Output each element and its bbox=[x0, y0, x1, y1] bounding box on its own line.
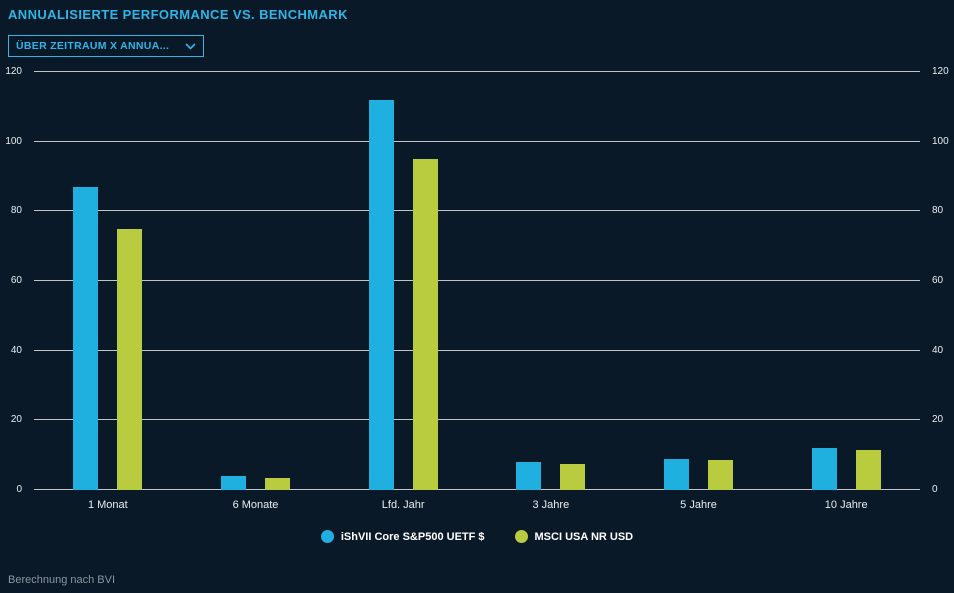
x-axis-label: Lfd. Jahr bbox=[381, 499, 425, 511]
timeframe-dropdown-value: ÜBER ZEITRAUM X ANNUA... bbox=[16, 40, 170, 52]
page-title: ANNUALISIERTE PERFORMANCE VS. BENCHMARK bbox=[8, 7, 348, 22]
y-tick-label: 40 bbox=[932, 344, 944, 356]
gridline bbox=[34, 349, 920, 351]
bar-group: 10 Jahre bbox=[772, 72, 920, 511]
y-axis-right: 0 20 40 60 80 100 120 bbox=[924, 66, 954, 495]
bar-group: 5 Jahre bbox=[625, 72, 773, 511]
timeframe-dropdown[interactable]: ÜBER ZEITRAUM X ANNUA... bbox=[8, 35, 204, 57]
legend: iShVII Core S&P500 UETF $ MSCI USA NR USD bbox=[0, 530, 954, 543]
y-tick-label: 60 bbox=[932, 275, 944, 286]
y-tick-label: 120 bbox=[5, 66, 22, 77]
bar bbox=[73, 186, 99, 490]
chevron-down-icon bbox=[185, 42, 196, 50]
x-axis-label: 6 Monate bbox=[232, 499, 279, 511]
x-axis-label: 3 Jahre bbox=[532, 499, 570, 511]
footer-note: Berechnung nach BVI bbox=[8, 574, 116, 586]
x-axis-label: 10 Jahre bbox=[824, 499, 868, 511]
gridline bbox=[34, 140, 920, 142]
y-tick-label: 0 bbox=[932, 484, 938, 495]
y-tick-label: 0 bbox=[16, 484, 22, 495]
bar-group: 1 Monat bbox=[34, 72, 182, 511]
legend-marker-icon bbox=[514, 530, 528, 543]
bar bbox=[664, 458, 690, 490]
y-tick-label: 100 bbox=[932, 135, 949, 147]
gridline bbox=[34, 71, 920, 72]
bar-groups: 1 Monat 6 Monate Lfd. Jahr 3 Jahre 5 Jahre 10… bbox=[34, 72, 920, 511]
bar-group: 3 Jahre bbox=[477, 72, 625, 511]
bar bbox=[265, 477, 290, 490]
y-tick-label: 80 bbox=[10, 205, 22, 217]
gridline bbox=[34, 280, 920, 281]
bar bbox=[368, 99, 394, 490]
y-tick-label: 40 bbox=[10, 344, 22, 356]
bar-group: Lfd. Jahr bbox=[329, 72, 477, 511]
legend-label: iShVII Core S&P500 UETF $ bbox=[340, 530, 485, 543]
y-axis-left: 0 20 40 60 80 100 120 bbox=[0, 66, 30, 495]
bar bbox=[855, 449, 881, 490]
gridline bbox=[34, 210, 920, 212]
legend-marker-icon bbox=[320, 530, 334, 543]
bar bbox=[412, 159, 438, 490]
x-axis-label: 5 Jahre bbox=[680, 499, 717, 511]
y-tick-label: 120 bbox=[932, 66, 949, 77]
legend-item[interactable]: iShVII Core S&P500 UETF $ bbox=[320, 530, 485, 543]
x-axis-label: 1 Monat bbox=[87, 499, 128, 511]
y-tick-label: 20 bbox=[932, 414, 944, 426]
bar bbox=[708, 460, 734, 490]
y-tick-label: 20 bbox=[10, 414, 22, 426]
bar bbox=[516, 462, 542, 490]
bar bbox=[560, 463, 586, 490]
bar-chart: 0 20 40 60 80 100 120 1 Monat 6 Monate Lfd. Jahr… bbox=[0, 60, 954, 520]
plot-area: 1 Monat 6 Monate Lfd. Jahr 3 Jahre 5 Jahre 10… bbox=[34, 71, 920, 511]
legend-label: MSCI USA NR USD bbox=[534, 530, 634, 543]
gridline bbox=[34, 489, 920, 490]
bar bbox=[117, 228, 143, 490]
y-tick-label: 60 bbox=[10, 275, 22, 286]
y-tick-label: 100 bbox=[5, 135, 22, 147]
gridline bbox=[34, 419, 920, 421]
legend-item[interactable]: MSCI USA NR USD bbox=[514, 530, 634, 543]
bar bbox=[811, 448, 837, 490]
y-tick-label: 80 bbox=[932, 205, 944, 217]
bar bbox=[221, 476, 246, 490]
bar-group: 6 Monate bbox=[182, 72, 330, 511]
